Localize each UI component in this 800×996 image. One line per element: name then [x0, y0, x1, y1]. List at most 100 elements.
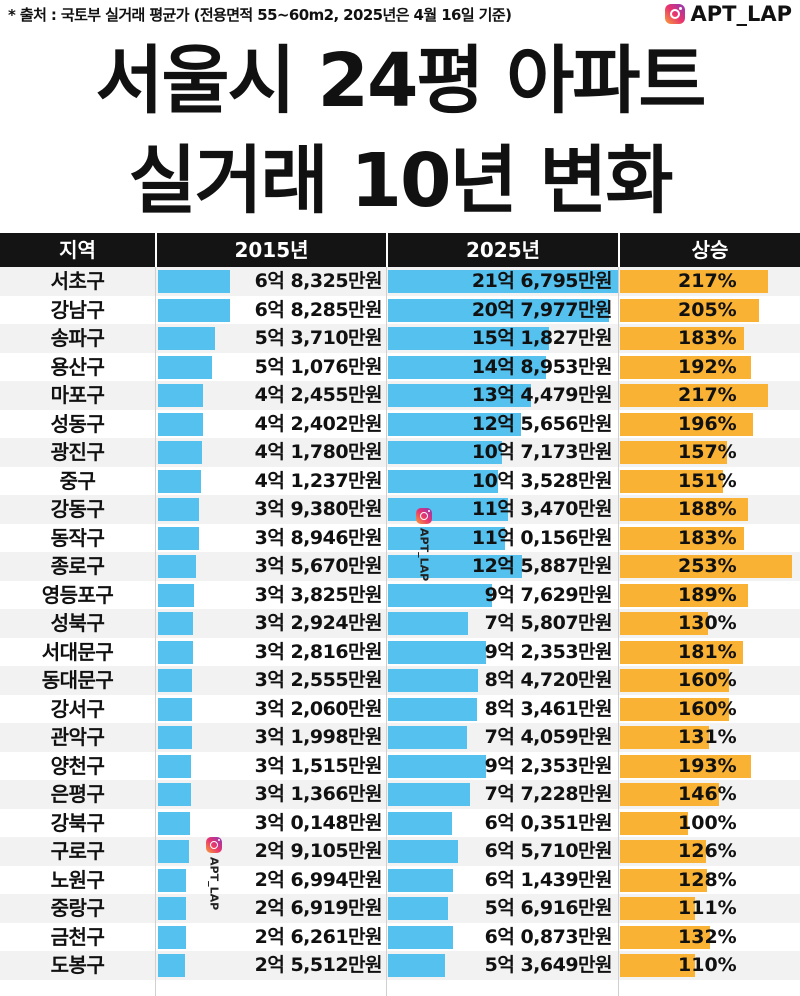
table-row: 중구 4억 1,237만원 10억 3,528만원 151%: [0, 466, 800, 495]
region-label: 구로구: [50, 839, 105, 863]
table-row: 용산구 5억 1,076만원 14억 8,953만원 192%: [0, 352, 800, 381]
table-row: 강동구 3억 9,380만원 11억 3,470만원 188%: [0, 495, 800, 524]
bar-2025: [388, 925, 453, 949]
region-label: 동대문구: [41, 668, 114, 692]
region-label: 영등포구: [41, 582, 114, 607]
value-2015: 3억 2,060만원: [254, 697, 383, 720]
value-2015: 4억 1,780만원: [254, 441, 383, 463]
bar-2025: [388, 897, 448, 920]
bar-2025: [388, 441, 502, 464]
rise-percent: 205%: [678, 298, 737, 321]
region-label: 마포구: [50, 383, 105, 407]
table-row: 서대문구 3억 2,816만원 9억 2,353만원 181%: [0, 637, 800, 666]
watermark-text: APT_LAP: [417, 528, 431, 582]
bar-2015: [158, 897, 186, 920]
value-2025: 5억 3,649만원: [484, 954, 613, 976]
value-2015: 5억 3,710만원: [254, 327, 383, 349]
bar-2015: [158, 726, 192, 749]
value-2025: 10억 3,528만원: [471, 469, 613, 492]
bar-2025: [388, 355, 546, 379]
bar-2025: [388, 270, 618, 293]
value-2025: 8억 3,461만원: [484, 697, 613, 720]
bar-2015: [158, 583, 194, 607]
table-row: 강남구 6억 8,285만원 20억 7,977만원 205%: [0, 295, 800, 324]
bar-2025: [388, 669, 478, 692]
table-row: 구로구 2억 9,105만원 6억 5,710만원 126%: [0, 837, 800, 866]
value-2015: 3억 2,816만원: [254, 640, 383, 663]
region-label: 금천구: [50, 924, 105, 949]
bar-2025: [388, 783, 470, 806]
value-2025: 8억 4,720만원: [484, 669, 613, 691]
value-2015: 3억 3,825만원: [254, 583, 383, 606]
instagram-icon: [206, 837, 222, 853]
region-label: 강북구: [50, 810, 105, 835]
header-divider: [386, 233, 388, 267]
bar-rise: [620, 526, 744, 550]
rise-percent: 189%: [678, 583, 737, 606]
value-2015: 4억 2,455만원: [254, 384, 383, 406]
rise-percent: 132%: [678, 925, 737, 948]
rise-percent: 130%: [678, 612, 737, 634]
value-2015: 5억 1,076만원: [254, 355, 383, 378]
value-2015: 6억 8,285만원: [254, 298, 383, 321]
bar-2025: [388, 726, 467, 749]
region-label: 성북구: [50, 611, 105, 635]
table-row: 마포구 4억 2,455만원 13억 4,479만원 217%: [0, 381, 800, 410]
region-label: 성동구: [50, 411, 105, 436]
value-2025: 9억 2,353만원: [484, 640, 613, 663]
rise-percent: 131%: [678, 726, 737, 748]
value-2025: 5억 6,916만원: [484, 897, 613, 919]
value-2015: 2억 9,105만원: [254, 840, 383, 862]
value-2025: 20억 7,977만원: [471, 298, 613, 321]
watermark-text: APT_LAP: [207, 857, 221, 911]
column-divider: [386, 267, 387, 996]
bar-2025: [388, 469, 498, 493]
rise-percent: 160%: [678, 697, 737, 720]
rise-percent: 193%: [678, 754, 737, 777]
bar-2015: [158, 925, 186, 949]
brand[interactable]: APT_LAP: [664, 2, 793, 26]
column-header-region: 지역: [59, 238, 96, 262]
page-title-line1: 서울시 24평 아파트: [95, 38, 706, 124]
value-2025: 6억 0,873만원: [484, 925, 613, 948]
table-row: 종로구 3억 5,670만원 12억 5,887만원 253%: [0, 552, 800, 581]
region-label: 관악구: [50, 725, 105, 749]
rise-percent: 253%: [678, 555, 737, 577]
value-2025: 6억 5,710만원: [484, 840, 613, 862]
value-2025: 6억 1,439만원: [484, 868, 613, 891]
header-divider: [155, 233, 157, 267]
region-label: 종로구: [50, 554, 105, 578]
bar-2015: [158, 441, 202, 464]
bar-2015: [158, 697, 192, 721]
rise-percent: 157%: [678, 441, 737, 463]
table-row: 동대문구 3억 2,555만원 8억 4,720만원 160%: [0, 666, 800, 695]
bar-rise: [620, 583, 748, 607]
rise-percent: 111%: [678, 897, 737, 919]
region-label: 서초구: [50, 269, 105, 293]
bar-2015: [158, 355, 212, 379]
bar-2015: [158, 754, 191, 778]
table-row: 강서구 3억 2,060만원 8억 3,461만원 160%: [0, 694, 800, 723]
value-2015: 3억 2,924만원: [254, 612, 383, 634]
source-note: * 출처 : 국토부 실거래 평균가 (전용면적 55~60m2, 2025년은…: [8, 6, 512, 24]
value-2015: 3억 0,148만원: [254, 811, 383, 834]
bar-rise: [620, 897, 695, 920]
bar-2015: [158, 526, 199, 550]
bar-rise: [620, 640, 743, 664]
bar-rise: [620, 384, 768, 407]
region-label: 은평구: [50, 782, 105, 806]
value-2025: 13억 4,479만원: [471, 384, 613, 406]
rise-percent: 100%: [678, 811, 737, 834]
region-label: 강동구: [50, 497, 105, 521]
instagram-icon: [664, 4, 685, 24]
bar-2025: [388, 868, 453, 892]
bar-rise: [620, 811, 688, 835]
bar-rise: [620, 754, 751, 778]
bar-2025: [388, 412, 521, 436]
rise-percent: 128%: [678, 868, 737, 891]
region-label: 노원구: [50, 867, 105, 892]
region-label: 중랑구: [50, 896, 105, 920]
brand-handle: APT_LAP: [690, 2, 793, 26]
region-label: 중구: [59, 468, 96, 493]
bar-2015: [158, 298, 230, 322]
